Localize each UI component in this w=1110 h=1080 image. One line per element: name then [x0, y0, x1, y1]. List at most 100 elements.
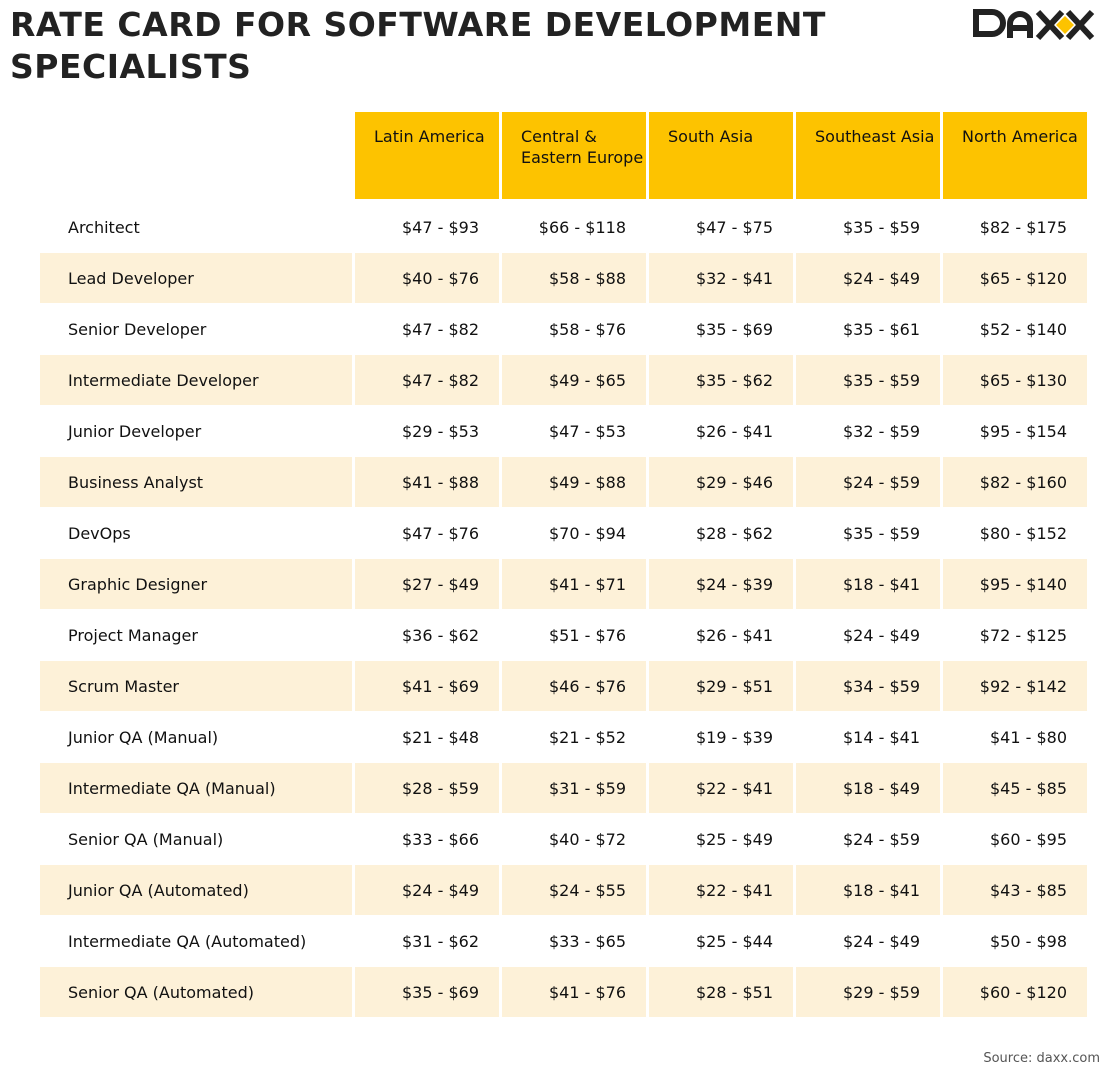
rate-cell: $35 - $69	[355, 966, 499, 1017]
rate-cell: $41 - $71	[502, 558, 646, 609]
table-row: Intermediate QA (Automated) $31 - $62 $33 …	[40, 915, 1087, 966]
rate-cell: $41 - $76	[502, 966, 646, 1017]
table-row: Graphic Designer $27 - $49 $41 - $71 $24 - …	[40, 558, 1087, 609]
column-header: Southeast Asia	[796, 112, 940, 201]
rate-cell: $31 - $59	[502, 762, 646, 813]
rate-cell: $24 - $59	[796, 813, 940, 864]
column-header: South Asia	[649, 112, 793, 201]
rate-cell: $40 - $76	[355, 252, 499, 303]
rate-cell: $47 - $82	[355, 354, 499, 405]
rate-cell: $60 - $95	[943, 813, 1087, 864]
rate-cell: $82 - $160	[943, 456, 1087, 507]
role-cell: DevOps	[40, 507, 352, 558]
rate-cell: $40 - $72	[502, 813, 646, 864]
source-note: Source: daxx.com	[983, 1051, 1100, 1066]
table-row: Lead Developer $40 - $76 $58 - $88 $32 - $4…	[40, 252, 1087, 303]
rate-cell: $28 - $62	[649, 507, 793, 558]
table-row: Senior QA (Manual) $33 - $66 $40 - $72 $25 …	[40, 813, 1087, 864]
rate-cell: $65 - $130	[943, 354, 1087, 405]
rate-cell: $28 - $51	[649, 966, 793, 1017]
role-cell: Intermediate QA (Automated)	[40, 915, 352, 966]
rate-cell: $33 - $66	[355, 813, 499, 864]
rate-cell: $35 - $62	[649, 354, 793, 405]
role-cell: Intermediate QA (Manual)	[40, 762, 352, 813]
rate-cell: $32 - $59	[796, 405, 940, 456]
table-row: Junior Developer $29 - $53 $47 - $53 $26 - …	[40, 405, 1087, 456]
rate-cell: $24 - $55	[502, 864, 646, 915]
rate-cell: $18 - $41	[796, 558, 940, 609]
rate-cell: $24 - $49	[796, 915, 940, 966]
role-cell: Junior QA (Manual)	[40, 711, 352, 762]
rate-cell: $29 - $51	[649, 660, 793, 711]
header-row: Latin America Central & Eastern Europe S…	[40, 112, 1087, 201]
column-header: North America	[943, 112, 1087, 201]
rate-cell: $47 - $76	[355, 507, 499, 558]
table-row: Intermediate Developer $47 - $82 $49 - $65…	[40, 354, 1087, 405]
rate-cell: $51 - $76	[502, 609, 646, 660]
rate-cell: $35 - $59	[796, 201, 940, 252]
role-cell: Junior Developer	[40, 405, 352, 456]
table-row: Senior Developer $47 - $82 $58 - $76 $35 - …	[40, 303, 1087, 354]
table-row: Junior QA (Manual) $21 - $48 $21 - $52 $19 …	[40, 711, 1087, 762]
rate-cell: $95 - $140	[943, 558, 1087, 609]
header-blank	[40, 112, 352, 201]
rate-cell: $35 - $59	[796, 507, 940, 558]
rate-cell: $26 - $41	[649, 609, 793, 660]
rate-cell: $43 - $85	[943, 864, 1087, 915]
rate-cell: $25 - $49	[649, 813, 793, 864]
rate-cell: $72 - $125	[943, 609, 1087, 660]
rate-cell: $80 - $152	[943, 507, 1087, 558]
rate-cell: $24 - $49	[355, 864, 499, 915]
role-cell: Senior QA (Automated)	[40, 966, 352, 1017]
rate-cell: $26 - $41	[649, 405, 793, 456]
rate-cell: $29 - $53	[355, 405, 499, 456]
table-row: Project Manager $36 - $62 $51 - $76 $26 - $…	[40, 609, 1087, 660]
rate-cell: $41 - $88	[355, 456, 499, 507]
rate-cell: $31 - $62	[355, 915, 499, 966]
rate-cell: $58 - $76	[502, 303, 646, 354]
rate-cell: $47 - $53	[502, 405, 646, 456]
rate-cell: $41 - $69	[355, 660, 499, 711]
rate-cell: $21 - $48	[355, 711, 499, 762]
table-row: Junior QA (Automated) $24 - $49 $24 - $55 $…	[40, 864, 1087, 915]
rate-cell: $52 - $140	[943, 303, 1087, 354]
rate-cell: $35 - $61	[796, 303, 940, 354]
role-cell: Project Manager	[40, 609, 352, 660]
rate-cell: $95 - $154	[943, 405, 1087, 456]
rate-cell: $49 - $88	[502, 456, 646, 507]
rate-cell: $22 - $41	[649, 864, 793, 915]
rate-cell: $29 - $46	[649, 456, 793, 507]
role-cell: Intermediate Developer	[40, 354, 352, 405]
role-cell: Junior QA (Automated)	[40, 864, 352, 915]
rate-cell: $32 - $41	[649, 252, 793, 303]
role-cell: Senior Developer	[40, 303, 352, 354]
rate-cell: $92 - $142	[943, 660, 1087, 711]
rate-cell: $66 - $118	[502, 201, 646, 252]
rate-cell: $24 - $59	[796, 456, 940, 507]
rate-cell: $27 - $49	[355, 558, 499, 609]
rate-cell: $36 - $62	[355, 609, 499, 660]
role-cell: Architect	[40, 201, 352, 252]
rate-cell: $82 - $175	[943, 201, 1087, 252]
rate-cell: $29 - $59	[796, 966, 940, 1017]
role-cell: Senior QA (Manual)	[40, 813, 352, 864]
page-title: RATE CARD FOR SOFTWARE DEVELOPMENT SPECI…	[10, 5, 826, 86]
rate-cell: $47 - $93	[355, 201, 499, 252]
rate-cell: $24 - $49	[796, 252, 940, 303]
rate-cell: $60 - $120	[943, 966, 1087, 1017]
rate-cell: $22 - $41	[649, 762, 793, 813]
rate-cell: $45 - $85	[943, 762, 1087, 813]
rate-cell: $47 - $75	[649, 201, 793, 252]
role-cell: Scrum Master	[40, 660, 352, 711]
role-cell: Business Analyst	[40, 456, 352, 507]
rate-cell: $19 - $39	[649, 711, 793, 762]
rate-cell: $25 - $44	[649, 915, 793, 966]
rate-cell: $46 - $76	[502, 660, 646, 711]
rate-cell: $58 - $88	[502, 252, 646, 303]
table-row: Business Analyst $41 - $88 $49 - $88 $29 - …	[40, 456, 1087, 507]
rate-cell: $18 - $41	[796, 864, 940, 915]
column-header: Latin America	[355, 112, 499, 201]
rate-cell: $65 - $120	[943, 252, 1087, 303]
rate-cell: $28 - $59	[355, 762, 499, 813]
rate-cell: $24 - $49	[796, 609, 940, 660]
